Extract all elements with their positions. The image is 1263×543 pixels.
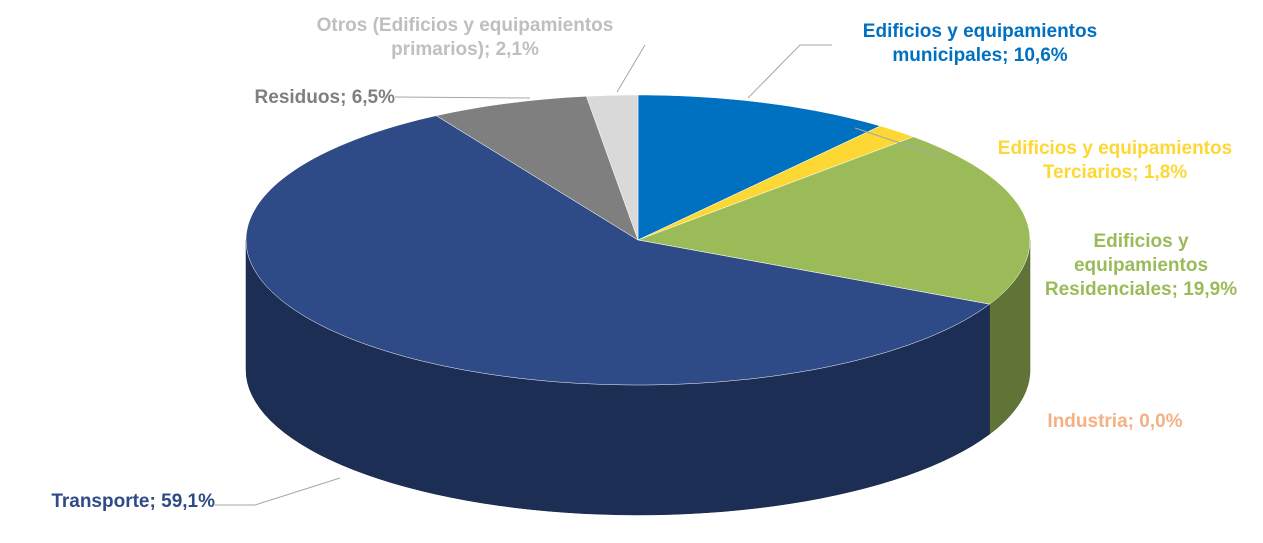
data-label: Edificios y equipamientos Terciarios; 1,… bbox=[965, 137, 1263, 185]
value-label: 59,1% bbox=[161, 491, 215, 512]
category-name: Industria bbox=[1047, 411, 1128, 432]
category-name: Edificios y equipamientos Residenciales bbox=[1044, 231, 1209, 300]
value-label: 2,1% bbox=[495, 39, 539, 60]
data-label: Edificios y equipamientos municipales; 1… bbox=[830, 20, 1130, 68]
pie-slice bbox=[245, 115, 991, 386]
pie-slice bbox=[637, 125, 915, 241]
leader-line bbox=[394, 96, 531, 99]
category-name: Transporte bbox=[51, 491, 150, 512]
category-name: Otros (Edificios y equipamientos primari… bbox=[316, 15, 614, 60]
label-separator: ; bbox=[340, 87, 352, 108]
category-name: Residuos bbox=[254, 87, 341, 108]
label-separator: ; bbox=[1127, 411, 1140, 432]
pie-slice bbox=[435, 96, 639, 241]
value-label: 10,6% bbox=[1013, 45, 1068, 66]
data-label: Residuos; 6,5% bbox=[180, 86, 395, 110]
leader-line bbox=[854, 127, 946, 159]
value-label: 1,8% bbox=[1143, 162, 1188, 183]
category-name: Edificios y equipamientos Terciarios bbox=[997, 138, 1233, 183]
value-label: 19,9% bbox=[1183, 279, 1238, 300]
data-label: Transporte; 59,1% bbox=[5, 490, 215, 514]
label-separator: ; bbox=[484, 39, 496, 60]
value-label: 6,5% bbox=[351, 87, 395, 108]
leader-line bbox=[616, 44, 646, 93]
label-separator: ; bbox=[149, 491, 162, 512]
label-separator: ; bbox=[1171, 279, 1184, 300]
data-label: Edificios y equipamientos Residenciales;… bbox=[1030, 230, 1252, 302]
label-separator: ; bbox=[1002, 45, 1014, 66]
value-label: 0,0% bbox=[1139, 411, 1183, 432]
pie-slice bbox=[637, 136, 1031, 305]
data-label: Otros (Edificios y equipamientos primari… bbox=[275, 14, 655, 62]
pie-slice bbox=[637, 94, 881, 241]
data-label: Industria; 0,0% bbox=[1025, 410, 1205, 434]
pie-slice bbox=[586, 94, 639, 241]
leader-line bbox=[747, 44, 832, 99]
label-separator: ; bbox=[1132, 162, 1144, 183]
category-name: Edificios y equipamientos municipales bbox=[862, 21, 1098, 66]
leader-line bbox=[215, 477, 341, 506]
